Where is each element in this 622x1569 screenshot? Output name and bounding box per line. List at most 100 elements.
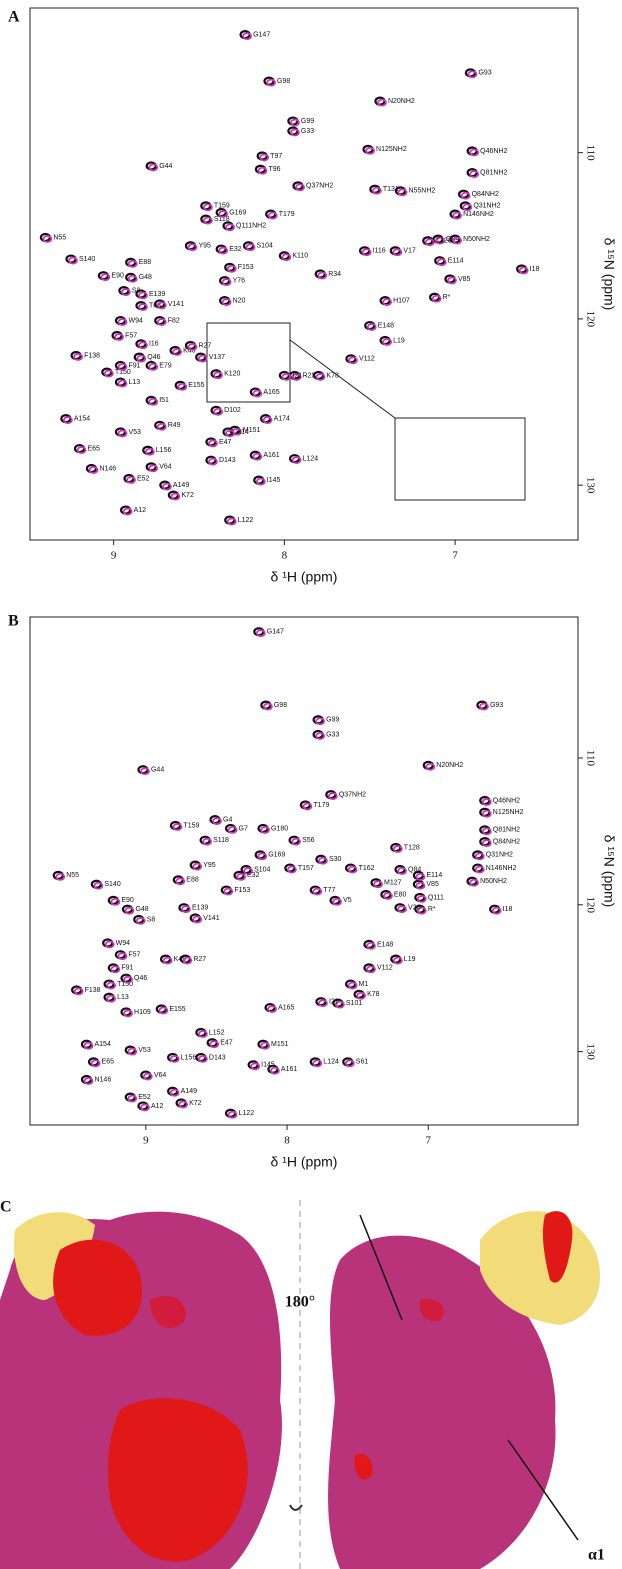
peak	[80, 1039, 94, 1050]
peak-contour	[481, 839, 492, 848]
peak-label: I16	[149, 341, 159, 348]
peak-contour	[106, 994, 116, 1003]
peak	[422, 760, 436, 771]
peak-contour	[167, 1086, 179, 1096]
peak-contour	[518, 266, 529, 275]
peak	[472, 863, 485, 874]
peak-contour	[123, 975, 133, 984]
peak-label: Q46NH2	[480, 148, 507, 155]
peak	[342, 1057, 355, 1068]
peak-label: E79	[159, 362, 172, 369]
peak-contour	[205, 455, 217, 465]
peak-label: N55	[66, 872, 79, 879]
peak-contour	[466, 876, 478, 886]
peak	[114, 360, 128, 371]
peak-contour	[93, 881, 104, 890]
peak-contour	[242, 32, 253, 40]
peak-label: Q81NH2	[493, 827, 520, 834]
peak-contour	[221, 278, 232, 287]
peak	[175, 1098, 189, 1109]
peak	[103, 992, 116, 1003]
peak-label: T77	[323, 887, 335, 894]
peak-contour	[481, 827, 492, 836]
peak-label: V112	[377, 965, 393, 972]
peak	[222, 221, 235, 232]
peak-contour	[148, 464, 159, 473]
peak-contour	[208, 439, 218, 448]
peak	[390, 842, 403, 853]
peak	[299, 800, 313, 811]
peak	[249, 387, 263, 398]
peak-contour	[209, 815, 221, 825]
peak	[312, 715, 326, 726]
peak-label: E148	[378, 322, 394, 329]
peak-contour	[253, 627, 265, 637]
peak-contour	[189, 913, 201, 923]
peak-contour	[110, 965, 121, 974]
peak-contour	[415, 873, 426, 881]
peak-label: N146NH2	[463, 211, 494, 218]
peak-label: T150	[115, 369, 131, 376]
peak	[219, 276, 232, 287]
peak-contour	[138, 291, 148, 300]
peak-label: Q37NH2	[306, 183, 333, 190]
peak-contour	[481, 798, 492, 806]
peak-label: V64	[159, 464, 172, 471]
peak	[414, 904, 427, 915]
peak	[516, 264, 529, 275]
x-axis-label: δ ¹H (ppm)	[271, 1154, 338, 1170]
peak-contour	[412, 879, 425, 889]
peak-label: V85	[458, 276, 471, 283]
peak-contour	[315, 373, 326, 381]
peak-contour	[342, 1057, 354, 1067]
peak-contour	[332, 897, 342, 906]
peak-label: W94	[128, 317, 143, 324]
peak-contour	[62, 416, 73, 425]
peak-contour	[226, 264, 237, 273]
peak	[449, 209, 462, 220]
peak-contour	[202, 216, 213, 225]
peak-contour	[148, 363, 159, 371]
panel-label: C	[0, 1199, 12, 1216]
peak-contour	[302, 802, 313, 811]
peak-contour	[265, 209, 277, 219]
peak-contour	[127, 274, 138, 283]
peak	[114, 315, 128, 326]
peak-contour	[317, 271, 328, 280]
peak-label: F91	[121, 965, 133, 972]
peak-contour	[121, 904, 134, 914]
peak-label: L13	[128, 379, 140, 386]
peak	[444, 274, 457, 285]
peak-contour	[195, 1052, 207, 1063]
peak	[364, 320, 377, 331]
peak	[263, 76, 276, 87]
peak-label: A165	[263, 389, 279, 396]
peak-contour	[249, 450, 261, 460]
peak	[464, 68, 478, 79]
peak	[65, 254, 78, 265]
peak	[459, 201, 473, 212]
peak-contour	[458, 189, 470, 199]
peak-label: Q31NH2	[486, 852, 513, 859]
peak-label: Q84NH2	[493, 838, 520, 845]
peak-label: D143	[209, 1054, 226, 1061]
peak	[195, 1027, 208, 1038]
peak-contour	[184, 340, 197, 351]
peak-contour	[140, 767, 150, 776]
peak-label: N55NH2	[408, 188, 435, 195]
zoom-inset	[394, 417, 526, 501]
peak	[39, 232, 53, 243]
x-tick-label: 9	[111, 550, 117, 562]
peak-contour	[114, 427, 127, 437]
peak	[292, 181, 305, 192]
peak	[315, 854, 328, 865]
peak-label: F57	[128, 952, 140, 959]
peak-label: L156	[181, 1054, 197, 1061]
peak	[114, 950, 128, 961]
peak-label: F138	[84, 352, 100, 359]
peak-contour	[428, 292, 441, 302]
peak	[284, 863, 297, 874]
peak-label: G180	[271, 825, 288, 832]
peak-contour	[124, 906, 135, 915]
